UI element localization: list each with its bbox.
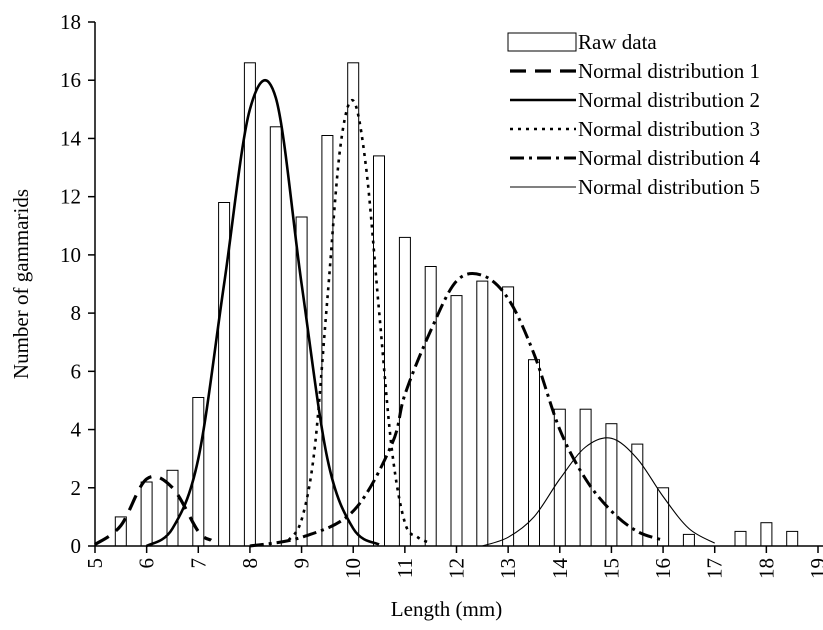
- bar-10.5: [373, 155, 385, 547]
- bar-18: [760, 522, 773, 547]
- bar-13.5: [528, 359, 540, 547]
- bar-8: [243, 62, 256, 547]
- bar-11: [398, 236, 411, 547]
- x-tick-label: 7: [186, 558, 210, 569]
- bar-15: [605, 423, 618, 547]
- x-tick-label: 18: [754, 558, 778, 579]
- bar-18.5: [786, 530, 799, 547]
- x-tick-label: 15: [599, 558, 623, 579]
- bar-9.5: [321, 135, 334, 547]
- series-line-normal-distribution-2: [145, 79, 380, 548]
- y-tick-label: 16: [60, 68, 81, 92]
- bar-11.5: [424, 266, 437, 547]
- x-tick-label: 12: [445, 558, 469, 579]
- bar-12.5: [476, 280, 489, 547]
- legend-label-normal-distribution-2: Normal distribution 2: [578, 88, 760, 112]
- bar-10: [347, 62, 360, 547]
- bar-16.5: [682, 533, 695, 547]
- legend-label-raw-data: Raw data: [578, 30, 657, 54]
- y-tick-label: 0: [71, 534, 82, 558]
- bar-6: [140, 481, 153, 547]
- legend-label-normal-distribution-3: Normal distribution 3: [578, 117, 760, 141]
- x-tick-label: 10: [341, 558, 365, 579]
- x-axis-label: Length (mm): [391, 597, 502, 621]
- y-tick-label: 12: [60, 185, 81, 209]
- y-tick-label: 18: [60, 10, 81, 34]
- x-tick-label: 6: [135, 558, 159, 569]
- bar-9: [295, 216, 308, 547]
- bar-8.5: [269, 126, 282, 547]
- bar-17.5: [734, 530, 747, 547]
- bar-12: [450, 295, 463, 547]
- bar-13: [502, 286, 515, 547]
- axes: 0 2 4 6 8 10 12 14 16 18 5 6 7 8 9 10 11 12 13 14 15 16 17 18 19…: [9, 10, 823, 621]
- y-axis-label: Number of gammarids: [9, 189, 33, 379]
- y-tick-label: 6: [71, 359, 82, 383]
- x-tick-label: 19: [806, 558, 823, 579]
- y-tick-label: 8: [71, 301, 82, 325]
- x-tick-label: 17: [703, 558, 727, 579]
- legend-swatch-raw-data: [507, 32, 577, 52]
- series-line-normal-distribution-5: [482, 437, 715, 547]
- series-line-normal-distribution-4: [249, 271, 664, 548]
- x-tick-label: 11: [393, 558, 417, 578]
- series-line-normal-distribution-1: [94, 474, 213, 546]
- legend: Raw data Normal distribution 1 Normal dist…: [507, 30, 760, 199]
- y-tick-label: 4: [71, 418, 82, 442]
- x-tick-label: 14: [548, 558, 572, 580]
- series-line-normal-distribution-3: [287, 98, 432, 545]
- legend-label-normal-distribution-5: Normal distribution 5: [578, 175, 760, 199]
- y-tick-label: 10: [60, 243, 81, 267]
- x-tick-label: 8: [238, 558, 262, 569]
- legend-label-normal-distribution-1: Normal distribution 1: [578, 59, 760, 83]
- x-tick-label: 13: [496, 558, 520, 579]
- legend-label-normal-distribution-4: Normal distribution 4: [578, 146, 760, 170]
- x-tick-label: 5: [83, 558, 107, 569]
- x-tick-label: 16: [651, 558, 675, 579]
- y-tick-label: 14: [60, 126, 82, 150]
- x-tick-label: 9: [290, 558, 314, 569]
- normal-distribution-curves: [94, 79, 715, 548]
- y-tick-label: 2: [71, 476, 82, 500]
